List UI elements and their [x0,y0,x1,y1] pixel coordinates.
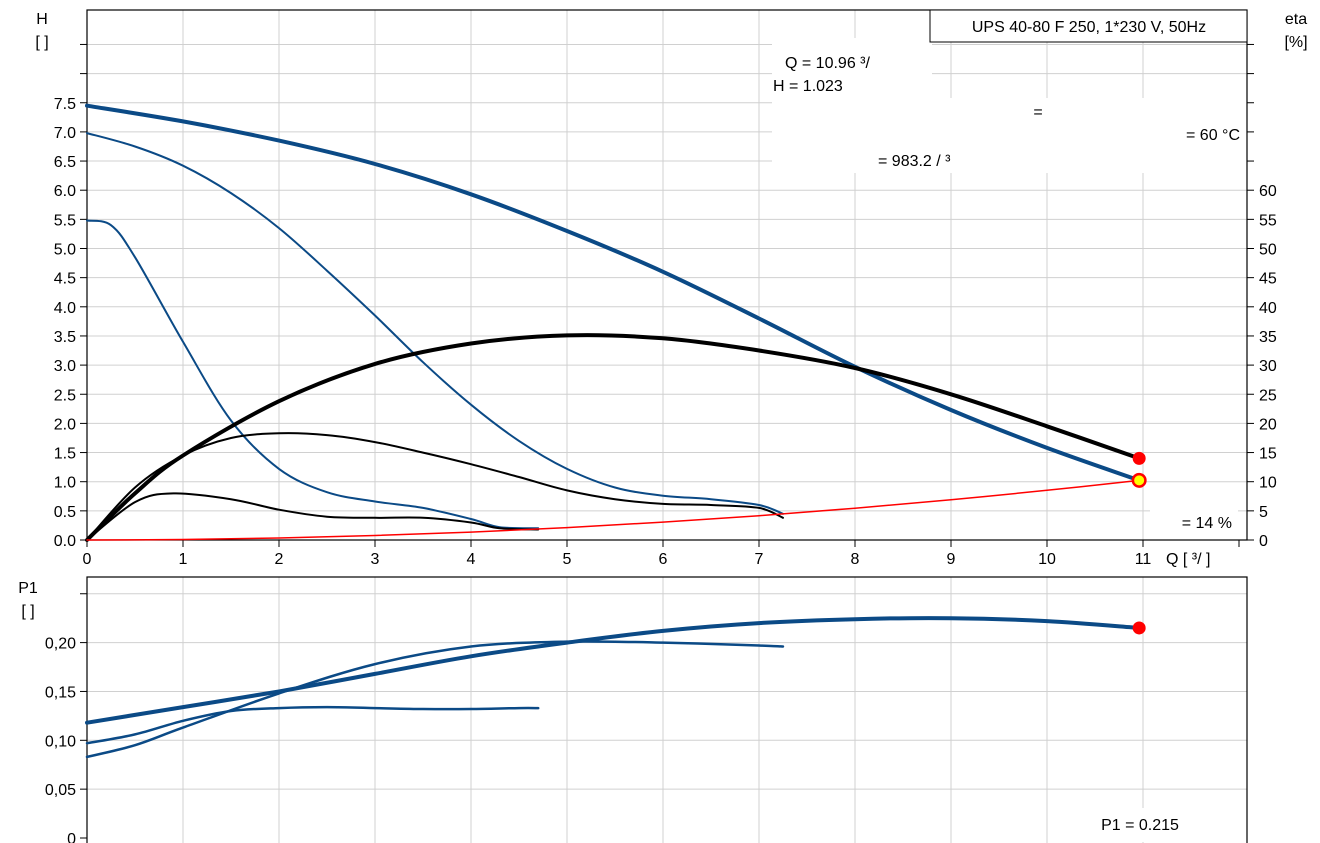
p1-y-tick-label: 0,20 [45,636,76,653]
p1-curve-0 [85,616,1142,725]
eta-duty-point [1132,451,1146,465]
y-tick-label: 3.0 [54,358,76,375]
info-temperature: = 60 °C [1186,127,1240,144]
head-duty-point-inner [1134,475,1145,486]
y2-tick-label: 60 [1259,183,1277,200]
y-tick-label: 6.0 [54,183,76,200]
y2-tick-label: 40 [1259,300,1277,317]
y-tick-label: 1.5 [54,446,76,463]
y-axis-unit: [ ] [35,34,48,51]
p1-y-tick-label: 0 [67,831,76,843]
eta-curve-5 [86,492,540,541]
x-tick-label: 11 [1135,551,1152,568]
y2-tick-label: 15 [1259,446,1277,463]
x-tick-label: 3 [371,551,380,568]
info-eq: = [1033,104,1042,121]
x-axis-label: Q [ ³/ ] [1166,551,1210,568]
info-flow: Q = 10.96 ³/ [785,55,870,72]
y-tick-label: 4.5 [54,271,76,288]
top-plot-frame [86,9,1248,541]
y-tick-label: 2.0 [54,416,76,433]
y-tick-label: 4.0 [54,300,76,317]
y2-tick-label: 50 [1259,242,1277,259]
y-tick-label: 3.5 [54,329,76,346]
x-tick-label: 1 [179,551,188,568]
y2-tick-label: 10 [1259,475,1277,492]
eta-curve-3 [85,333,1142,542]
head-curve-2 [86,219,540,530]
y-tick-label: 5.5 [54,212,76,229]
x-tick-label: 10 [1038,551,1056,568]
x-tick-label: 7 [755,551,764,568]
p1-y-tick-label: 0,05 [45,782,76,799]
x-tick-label: 2 [275,551,284,568]
eta-box-bg [1150,510,1238,538]
y-tick-label: 7.5 [54,96,76,113]
p1-box-bg [1070,808,1240,842]
info-box-bg [772,38,932,98]
x-tick-label: 9 [947,551,956,568]
y-tick-label: 1.0 [54,475,76,492]
y2-tick-label: 20 [1259,416,1277,433]
bottom-plot-frame [86,576,1248,843]
p1-value-label: P1 = 0.215 [1101,817,1179,834]
y-tick-label: 7.0 [54,125,76,142]
y2-tick-label: 30 [1259,358,1277,375]
y2-tick-label: 0 [1259,533,1268,550]
head-curve-0 [85,103,1142,483]
eta-curve-4 [86,432,784,541]
chart-title: UPS 40-80 F 250, 1*230 V, 50Hz [972,19,1206,36]
y-tick-label: 2.5 [54,387,76,404]
p1-axis-label: P1 [18,580,38,597]
p1-duty-point [1132,621,1146,635]
y2-axis-unit: [%] [1284,34,1307,51]
x-tick-label: 5 [563,551,572,568]
p1-curve-1 [85,640,785,759]
y2-tick-label: 55 [1259,212,1277,229]
title-box [929,9,1248,43]
y-tick-label: 6.5 [54,154,76,171]
y-axis-label: H [36,11,48,28]
p1-axis-unit: [ ] [21,603,34,620]
x-tick-label: 6 [659,551,668,568]
x-tick-label: 0 [83,551,92,568]
p1-curve-2 [85,705,540,745]
p1-y-tick-label: 0,10 [45,733,76,750]
y-tick-label: 0.5 [54,504,76,521]
info-density: = 983.2 / ³ [878,153,951,170]
x-tick-label: 8 [851,551,860,568]
y2-tick-label: 5 [1259,504,1268,521]
info-efficiency: = 14 % [1182,515,1232,532]
y-tick-label: 0.0 [54,533,76,550]
system-curve-6 [86,479,1140,541]
y2-tick-label: 35 [1259,329,1277,346]
p1-y-tick-label: 0,15 [45,684,76,701]
head-curve-1 [86,132,784,515]
y-tick-label: 5.0 [54,242,76,259]
y2-tick-label: 25 [1259,387,1277,404]
info-head: H = 1.023 [773,78,843,95]
info-box-bg [772,98,1247,173]
x-tick-label: 4 [467,551,476,568]
y2-axis-label: eta [1285,11,1307,28]
y2-tick-label: 45 [1259,271,1277,288]
